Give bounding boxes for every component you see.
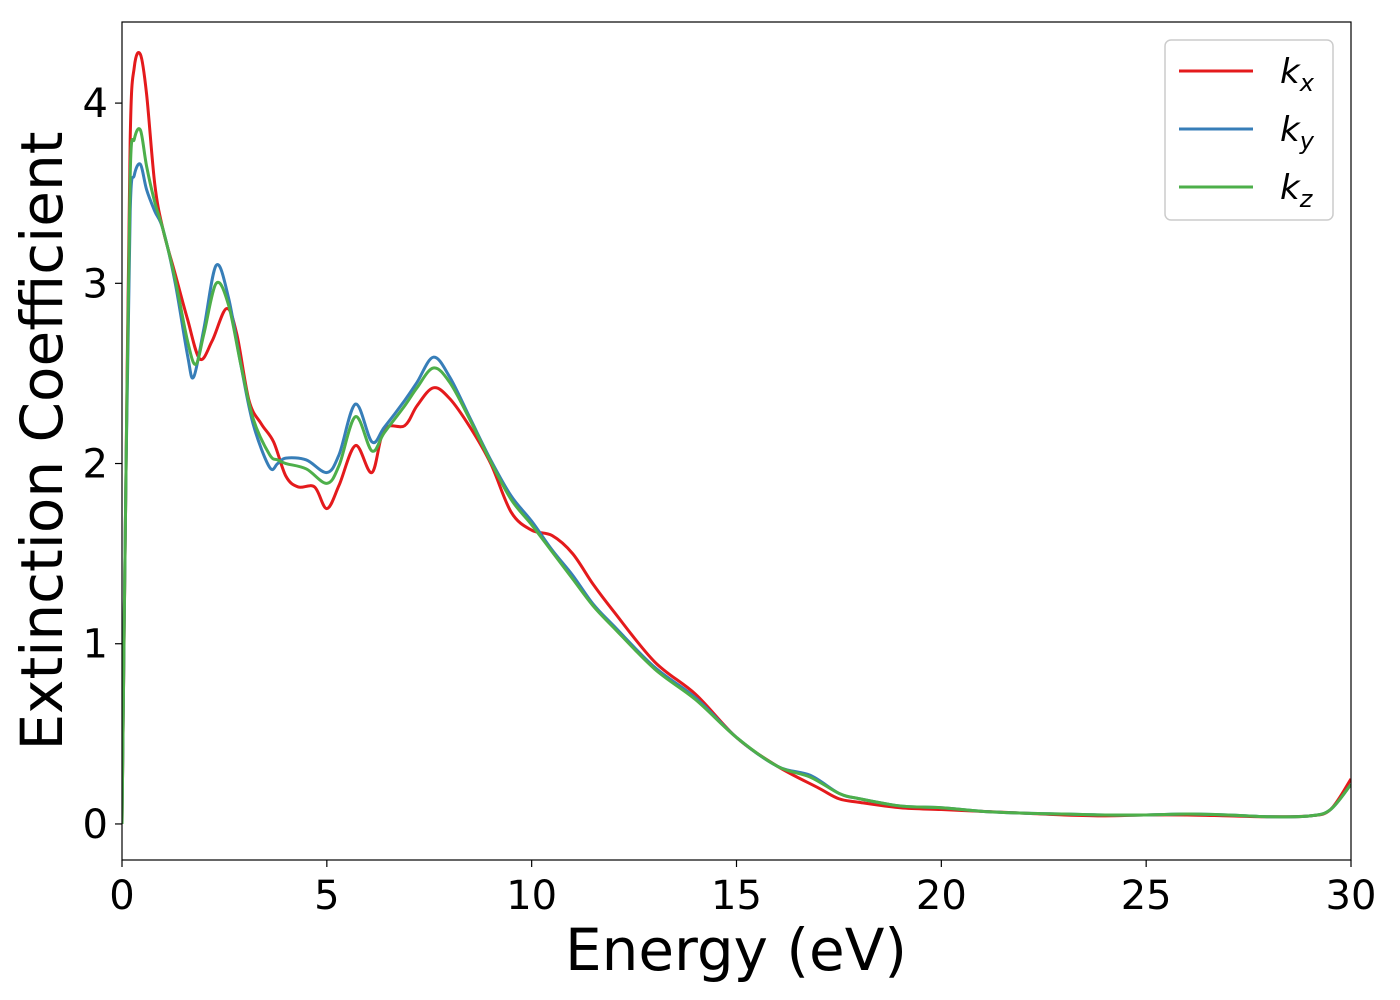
- x-tick-label: 5: [314, 873, 339, 919]
- x-tick-label: 30: [1326, 873, 1377, 919]
- y-axis: 0 1 2 3 4: [83, 81, 122, 848]
- x-axis-title: Energy (eV): [565, 916, 907, 984]
- y-tick-label: 1: [83, 622, 108, 668]
- series-line-kz: [122, 127, 1351, 824]
- y-tick-label: 2: [83, 442, 108, 488]
- x-tick-label: 10: [506, 873, 557, 919]
- series-layer: [122, 51, 1351, 824]
- legend-label-ky: ky: [1280, 110, 1315, 155]
- x-axis: 0 5 10 15 20 25 30: [109, 860, 1376, 919]
- x-tick-label: 0: [109, 873, 134, 919]
- x-tick-label: 25: [1121, 873, 1172, 919]
- legend-label-kx: kx: [1280, 52, 1315, 97]
- legend-label-kz: kz: [1280, 168, 1314, 213]
- legend: kx ky kz: [1164, 39, 1334, 221]
- x-tick-label: 15: [711, 873, 762, 919]
- y-tick-label: 3: [83, 261, 108, 307]
- y-axis-title: Extinction Coefficient: [8, 132, 76, 751]
- y-tick-label: 0: [83, 802, 108, 848]
- x-tick-label: 20: [916, 873, 967, 919]
- y-tick-label: 4: [83, 81, 108, 127]
